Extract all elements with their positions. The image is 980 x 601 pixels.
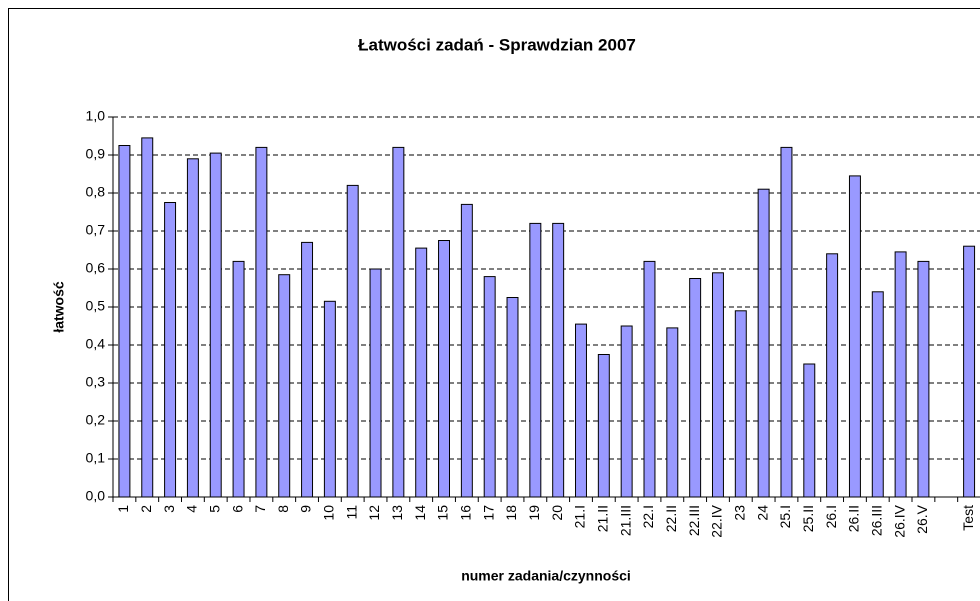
bar [415, 247, 428, 498]
bar [597, 354, 610, 498]
bar [620, 325, 633, 498]
y-tick-label: 1,0 [86, 108, 106, 124]
bar [963, 245, 976, 498]
x-tick-label: 12 [366, 505, 382, 521]
chart-title: Łatwości zadań - Sprawdzian 2007 [358, 35, 636, 54]
x-tick-label: 26.I [823, 505, 839, 528]
bar [711, 272, 724, 498]
bar [529, 222, 542, 498]
bar [323, 300, 336, 498]
x-tick-label: 15 [435, 505, 451, 521]
x-tick-label: 5 [206, 505, 222, 513]
y-tick-label: 0,7 [86, 222, 106, 238]
bar [392, 146, 405, 498]
x-tick-label: 26.IV [891, 504, 907, 537]
bar [255, 146, 268, 498]
x-tick-label: 16 [458, 505, 474, 521]
bar [826, 253, 839, 498]
x-tick-label: 18 [503, 505, 519, 521]
x-tick-label: 13 [389, 505, 405, 521]
y-axis-label: łatwość [51, 281, 67, 333]
x-tick-label: 22.III [686, 505, 702, 536]
y-tick-label: 0,2 [86, 412, 106, 428]
x-tick-label: 26.II [846, 505, 862, 532]
y-tick-label: 0,8 [86, 184, 106, 200]
x-tick-label: 26.III [868, 505, 884, 536]
x-tick-label: 14 [412, 505, 428, 521]
y-tick-label: 0,6 [86, 260, 106, 276]
bar [483, 276, 496, 498]
bar [164, 202, 177, 498]
bar [438, 240, 450, 498]
y-tick-label: 0,1 [86, 450, 106, 466]
bar [118, 145, 131, 498]
x-tick-label: 3 [161, 505, 177, 513]
bar [917, 260, 930, 498]
bar [460, 203, 473, 498]
x-tick-label: 9 [298, 505, 314, 513]
x-tick-label: 21.II [595, 505, 611, 532]
bar [803, 363, 816, 498]
x-tick-label: 21.I [572, 505, 588, 528]
bar [141, 137, 154, 498]
x-axis-label: numer zadania/czynności [461, 568, 631, 584]
x-tick-label: 1 [115, 505, 131, 513]
bar [757, 188, 770, 498]
bar [894, 251, 907, 498]
x-tick-label: 10 [321, 505, 337, 521]
bar [346, 184, 359, 498]
x-tick-label: 21.III [617, 505, 633, 536]
bar [871, 291, 884, 498]
bar [278, 274, 291, 498]
bar [232, 260, 245, 498]
bar [552, 222, 565, 498]
x-tick-label: 7 [252, 505, 268, 513]
x-tick-label: 25.II [800, 505, 816, 532]
y-tick-label: 0,9 [86, 146, 106, 162]
x-tick-label: 24 [754, 505, 770, 521]
y-tick-label: 0,5 [86, 298, 106, 314]
bar [780, 146, 793, 498]
bar [301, 241, 314, 498]
x-tick-label: 11 [343, 505, 359, 520]
bar [369, 268, 382, 498]
bar [848, 175, 861, 498]
x-tick-label: 8 [275, 505, 291, 513]
bar [666, 327, 679, 498]
bar [186, 158, 199, 498]
x-tick-label: 4 [184, 505, 200, 513]
x-tick-label: 19 [526, 505, 542, 521]
x-tick-label: 26.V [914, 504, 930, 533]
x-tick-label: 6 [229, 505, 245, 513]
x-tick-label: Test [960, 505, 976, 531]
bar [209, 152, 222, 498]
x-tick-label: 22.II [663, 505, 679, 532]
x-tick-label: 2 [138, 505, 154, 513]
y-tick-label: 0,4 [86, 336, 106, 352]
x-tick-label: 22.IV [709, 504, 725, 537]
x-tick-label: 23 [731, 505, 747, 521]
bar [734, 310, 747, 498]
x-tick-label: 20 [549, 505, 565, 521]
y-tick-label: 0,0 [86, 488, 106, 504]
bar [575, 323, 587, 498]
bar [506, 297, 519, 498]
bar [689, 278, 702, 498]
x-tick-label: 25.I [777, 505, 793, 528]
x-tick-label: 22.I [640, 505, 656, 528]
x-tick-label: 17 [480, 505, 496, 521]
y-tick-label: 0,3 [86, 374, 106, 390]
bar [643, 260, 656, 498]
